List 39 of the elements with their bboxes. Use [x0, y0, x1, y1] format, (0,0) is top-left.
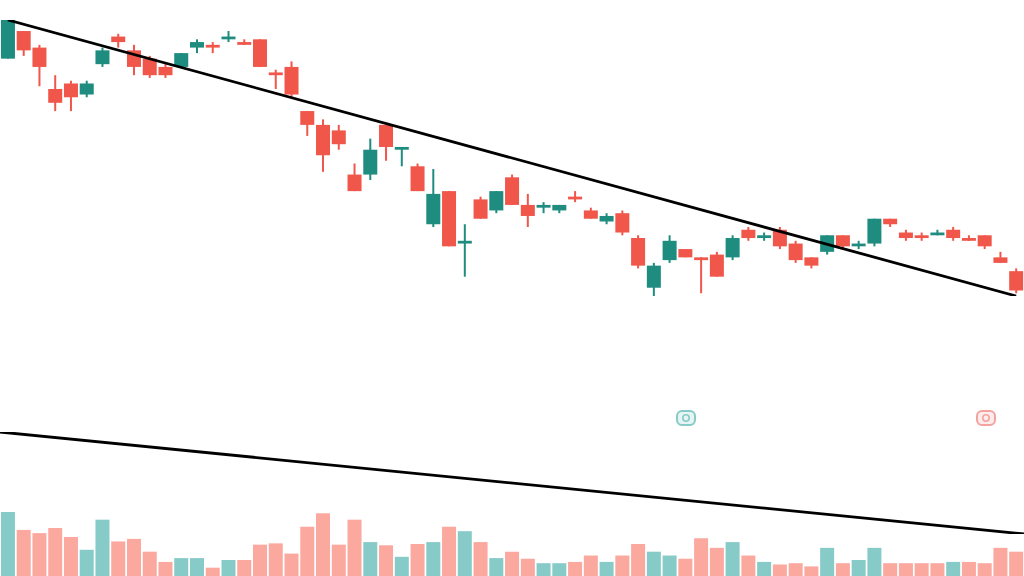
- candlestick: [473, 195, 488, 220]
- candlestick: [457, 223, 472, 278]
- candlestick: [646, 261, 661, 296]
- bar: [363, 542, 378, 576]
- candlestick: [379, 123, 394, 162]
- bar: [379, 545, 394, 576]
- candlestick: [662, 234, 677, 264]
- bar: [442, 526, 457, 576]
- bar: [426, 542, 441, 576]
- candlestick: [505, 173, 520, 206]
- candlestick: [300, 110, 315, 137]
- bar: [820, 547, 835, 576]
- bar: [457, 531, 472, 576]
- candlestick: [95, 46, 110, 68]
- bar: [221, 560, 236, 576]
- candlestick: [0, 20, 15, 60]
- bar: [0, 512, 15, 576]
- candlestick: [489, 190, 504, 215]
- bar: [946, 561, 961, 576]
- bar: [394, 556, 409, 576]
- bar: [757, 561, 772, 576]
- bar: [725, 542, 740, 576]
- candlestick: [426, 168, 441, 228]
- bar: [835, 563, 850, 576]
- bar: [489, 558, 504, 576]
- candlestick: [520, 192, 535, 228]
- candlestick: [867, 217, 882, 248]
- candlestick: [363, 137, 378, 182]
- bar: [473, 542, 488, 576]
- candlestick: [631, 234, 646, 270]
- candlestick: [410, 162, 425, 193]
- bar: [205, 567, 220, 576]
- candlestick: [1009, 267, 1024, 295]
- bar: [741, 555, 756, 576]
- candlestick: [725, 234, 740, 262]
- bar: [599, 561, 614, 576]
- candlestick: [347, 162, 362, 193]
- bar: [410, 544, 425, 576]
- candlestick: [615, 209, 630, 237]
